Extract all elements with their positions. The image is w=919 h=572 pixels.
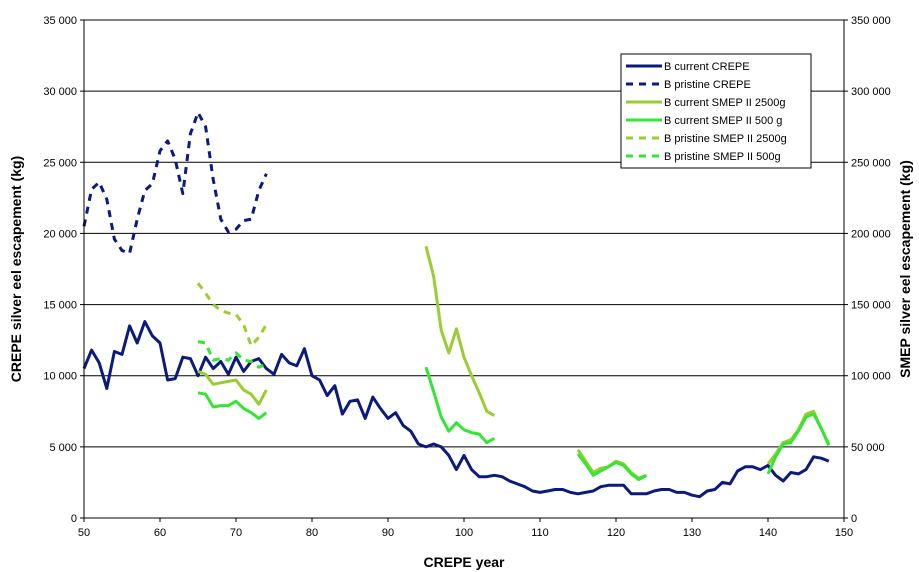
y-tick-label: 20 000	[43, 228, 77, 240]
x-tick-label: 50	[78, 527, 90, 539]
y-tick-label: 15 000	[43, 300, 77, 312]
series-line-b-current-crepe	[82, 320, 830, 499]
y-tick-label: 0	[71, 513, 77, 525]
y2-tick-label: 300 000	[851, 86, 891, 98]
y-tick-label: 35 000	[43, 15, 77, 27]
x-tick-label: 80	[306, 527, 318, 539]
series-line-b-current-smep-ii-500-g	[766, 412, 831, 475]
legend-label: B current SMEP II 500 g	[664, 115, 782, 127]
y-tick-label: 10 000	[43, 371, 77, 383]
x-tick-label: 90	[382, 527, 394, 539]
legend-label: B pristine CREPE	[664, 79, 751, 91]
x-tick-label: 70	[230, 527, 242, 539]
x-tick-label: 100	[455, 527, 473, 539]
series-line-b-current-smep-ii-2500g	[424, 245, 496, 417]
y2-tick-label: 150 000	[851, 300, 891, 312]
legend-label: B current SMEP II 2500g	[664, 97, 785, 109]
y2-tick-label: 250 000	[851, 157, 891, 169]
x-axis-title: CREPE year	[424, 554, 505, 570]
y2-tick-label: 350 000	[851, 15, 891, 27]
y-axis-ticks: 0 5 000 10 000 15 000 20 000 25 000 30 000 35 0…	[43, 15, 84, 525]
x-tick-label: 60	[154, 527, 166, 539]
series-line-b-pristine-smep-ii-2500g	[196, 282, 268, 348]
series-line-b-current-smep-ii-500-g	[197, 391, 268, 420]
x-tick-label: 140	[759, 527, 777, 539]
series-line-b-current-smep-ii-500-g	[424, 366, 496, 445]
y2-tick-label: 50 000	[851, 442, 885, 454]
x-tick-label: 150	[835, 527, 853, 539]
legend-label: B pristine SMEP II 2500g	[664, 133, 787, 145]
y2-tick-label: 100 000	[851, 371, 891, 383]
series-line-b-pristine-crepe	[82, 111, 268, 255]
series-line-b-current-smep-ii-2500g	[197, 369, 268, 406]
series-line-b-pristine-smep-ii-500g	[197, 340, 267, 369]
x-tick-label: 130	[683, 527, 701, 539]
horizontal-gridlines	[84, 90, 844, 448]
legend: B current CREPE B pristine CREPE B current…	[620, 53, 812, 169]
legend-label: B current CREPE	[664, 61, 750, 73]
y2-tick-label: 200 000	[851, 228, 891, 240]
y-tick-label: 30 000	[43, 86, 77, 98]
x-tick-label: 110	[531, 527, 549, 539]
y2-axis-title: SMEP silver eel escapement (kg)	[897, 160, 913, 378]
x-tick-label: 120	[607, 527, 625, 539]
series-line-b-current-smep-ii-500-g	[576, 453, 648, 482]
legend-label: B pristine SMEP II 500g	[664, 151, 781, 163]
legend-box	[620, 53, 812, 169]
y-tick-label: 5 000	[49, 442, 77, 454]
y2-tick-label: 0	[851, 513, 857, 525]
series-layer	[82, 111, 831, 499]
y-axis-title: CREPE silver eel escapement (kg)	[8, 156, 24, 382]
x-axis-ticks: 50 60 70 80 90 100 110 120 130 140 150	[78, 518, 853, 539]
y2-axis-ticks: 0 50 000 100 000 150 000 200 000 250 000 300 0…	[844, 15, 891, 525]
y-tick-label: 25 000	[43, 157, 77, 169]
